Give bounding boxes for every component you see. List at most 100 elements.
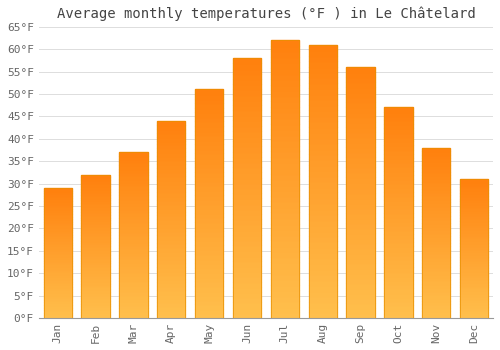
Bar [308, 89, 337, 94]
Bar [157, 180, 186, 184]
Bar [460, 185, 488, 187]
Bar [195, 94, 224, 99]
Bar [157, 164, 186, 168]
Bar [460, 260, 488, 262]
Bar [460, 290, 488, 293]
Bar [233, 276, 261, 281]
Bar [422, 212, 450, 216]
Bar [82, 255, 110, 258]
Bar [119, 288, 148, 292]
Bar [384, 137, 412, 141]
Bar [384, 234, 412, 238]
Bar [233, 157, 261, 162]
Bar [195, 163, 224, 167]
Bar [384, 145, 412, 149]
Bar [195, 149, 224, 153]
Bar [270, 107, 299, 112]
Bar [308, 225, 337, 231]
Bar [308, 198, 337, 203]
Bar [82, 298, 110, 301]
Bar [119, 192, 148, 195]
Bar [157, 121, 186, 318]
Bar [308, 302, 337, 307]
Bar [270, 179, 299, 185]
Bar [384, 187, 412, 191]
Bar [82, 252, 110, 255]
Bar [308, 290, 337, 296]
Bar [346, 162, 375, 167]
Bar [82, 284, 110, 286]
Bar [384, 158, 412, 162]
Bar [119, 245, 148, 248]
Bar [119, 166, 148, 169]
Bar [270, 101, 299, 107]
Bar [157, 302, 186, 306]
Bar [346, 177, 375, 182]
Bar [82, 175, 110, 177]
Bar [44, 264, 72, 266]
Bar [44, 206, 72, 209]
Bar [157, 314, 186, 318]
Bar [308, 296, 337, 302]
Bar [270, 229, 299, 234]
Bar [195, 313, 224, 318]
Bar [157, 282, 186, 286]
Bar [460, 301, 488, 304]
Bar [195, 309, 224, 313]
Bar [82, 195, 110, 197]
Bar [195, 135, 224, 140]
Bar [82, 229, 110, 232]
Bar [44, 188, 72, 318]
Bar [308, 209, 337, 214]
Bar [195, 254, 224, 259]
Bar [82, 218, 110, 220]
Bar [119, 152, 148, 318]
Bar [346, 67, 375, 318]
Bar [308, 121, 337, 127]
Bar [44, 305, 72, 308]
Bar [233, 173, 261, 178]
Bar [195, 153, 224, 158]
Bar [44, 261, 72, 264]
Bar [460, 210, 488, 212]
Bar [157, 192, 186, 196]
Bar [195, 108, 224, 112]
Bar [82, 301, 110, 303]
Bar [308, 247, 337, 252]
Bar [384, 191, 412, 196]
Bar [44, 188, 72, 318]
Bar [308, 105, 337, 110]
Bar [460, 254, 488, 257]
Bar [308, 170, 337, 176]
Bar [119, 255, 148, 258]
Bar [308, 160, 337, 165]
Bar [346, 77, 375, 82]
Bar [119, 272, 148, 275]
Bar [346, 208, 375, 212]
Bar [384, 149, 412, 154]
Bar [270, 196, 299, 201]
Bar [82, 266, 110, 269]
Bar [119, 218, 148, 222]
Bar [270, 174, 299, 179]
Bar [270, 112, 299, 118]
Bar [157, 275, 186, 279]
Bar [44, 232, 72, 235]
Bar [82, 240, 110, 243]
Bar [233, 58, 261, 318]
Bar [384, 107, 412, 318]
Bar [233, 214, 261, 219]
Bar [195, 304, 224, 309]
Bar [270, 57, 299, 62]
Bar [195, 172, 224, 176]
Bar [270, 157, 299, 162]
Bar [119, 235, 148, 238]
Bar [195, 231, 224, 236]
Bar [270, 135, 299, 140]
Bar [422, 155, 450, 158]
Bar [119, 232, 148, 235]
Bar [119, 212, 148, 215]
Bar [195, 286, 224, 290]
Bar [44, 237, 72, 240]
Bar [119, 225, 148, 229]
